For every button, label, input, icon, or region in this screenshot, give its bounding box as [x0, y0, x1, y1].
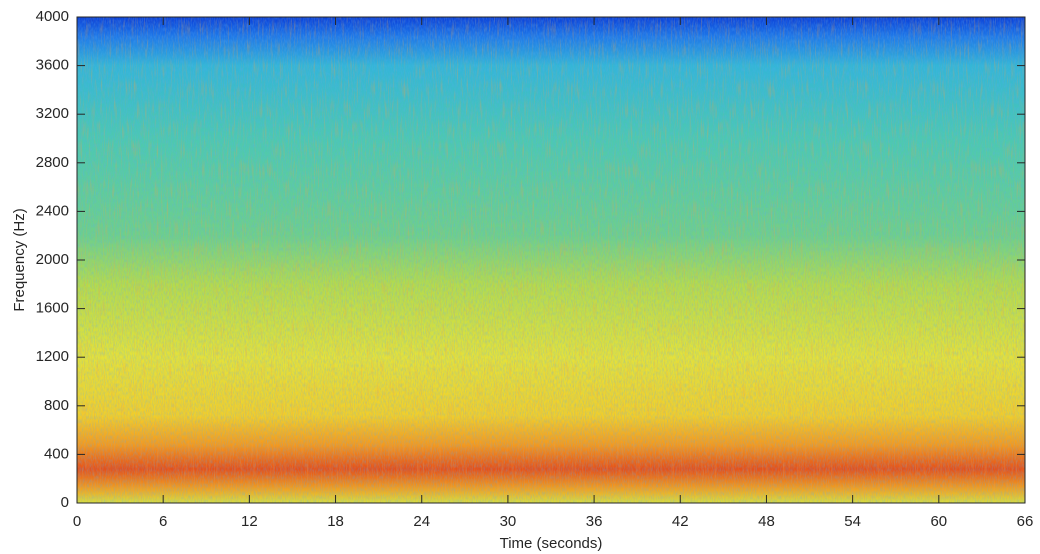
- x-tick-label: 30: [500, 513, 517, 530]
- x-tick-label: 18: [327, 513, 344, 530]
- x-tick-label: 60: [930, 513, 947, 530]
- spectrogram-image: [76, 16, 1026, 504]
- spectrogram-texture: [77, 17, 1025, 503]
- y-tick-label: 3200: [36, 105, 69, 122]
- y-tick-label: 1200: [36, 348, 69, 365]
- x-tick-label: 54: [844, 513, 861, 530]
- y-tick-label: 4000: [36, 8, 69, 25]
- x-tick-label: 0: [73, 513, 81, 530]
- x-tick-label: 12: [241, 513, 258, 530]
- y-tick-label: 400: [44, 445, 69, 462]
- y-tick-label: 2400: [36, 202, 69, 219]
- y-tick-label: 2000: [36, 251, 69, 268]
- y-axis-label: Frequency (Hz): [11, 208, 28, 311]
- x-tick-label: 6: [159, 513, 167, 530]
- x-tick-label: 48: [758, 513, 775, 530]
- y-tick-label: 800: [44, 397, 69, 414]
- x-tick-label: 24: [413, 513, 430, 530]
- y-tick-label: 3600: [36, 57, 69, 74]
- y-tick-label: 2800: [36, 154, 69, 171]
- x-axis-label: Time (seconds): [500, 535, 603, 552]
- x-tick-label: 42: [672, 513, 689, 530]
- x-tick-label: 36: [586, 513, 603, 530]
- y-tick-label: 1600: [36, 300, 69, 317]
- x-tick-label: 66: [1017, 513, 1034, 530]
- y-tick-label: 0: [61, 494, 69, 511]
